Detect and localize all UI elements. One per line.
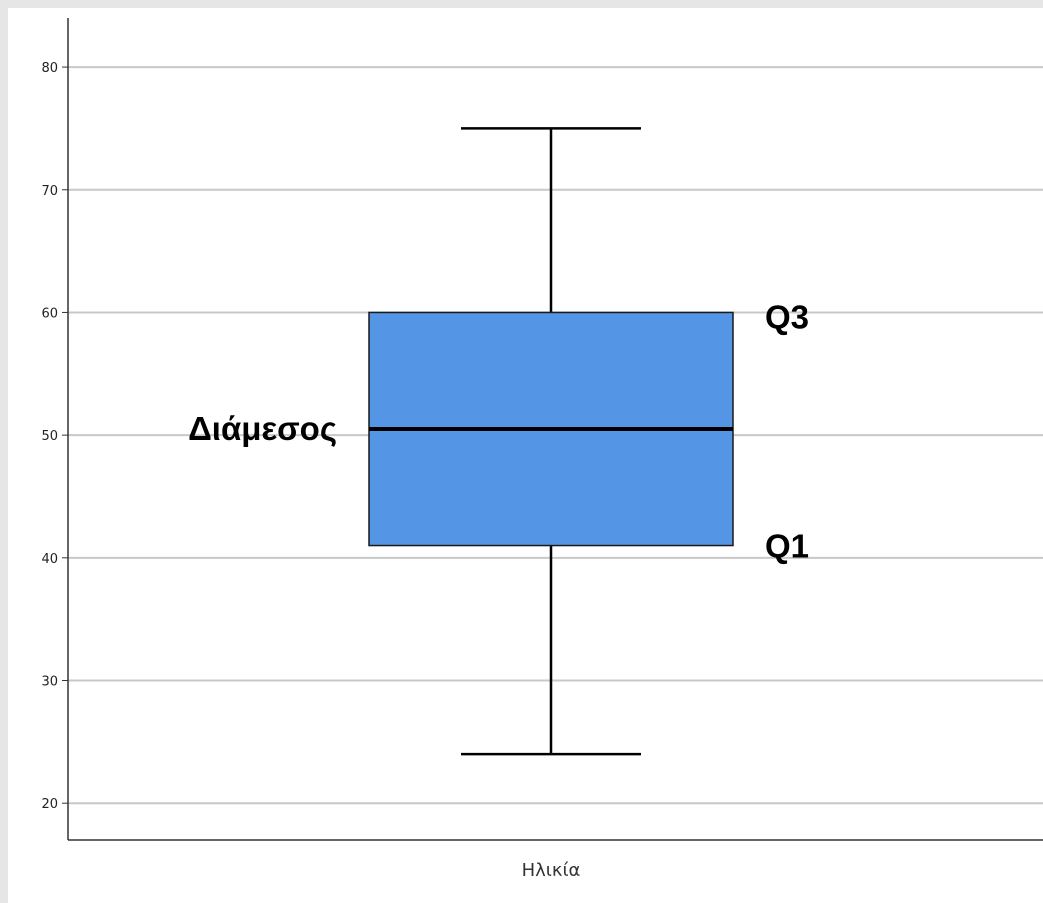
median-annotation: Διάμεσος (188, 410, 337, 447)
box-series (369, 128, 733, 754)
y-tick-labels: 20 30 40 50 60 70 80 (41, 61, 68, 812)
y-tick-label-60: 60 (41, 306, 58, 321)
y-tick-label-20: 20 (41, 797, 58, 812)
q3-annotation: Q3 (765, 298, 809, 335)
y-tick-label-70: 70 (41, 184, 58, 199)
q1-annotation: Q1 (765, 528, 809, 565)
y-tick-label-40: 40 (41, 552, 58, 567)
y-tick-label-80: 80 (41, 61, 58, 76)
chart-panel: 20 30 40 50 60 70 80 Q3 Διάμεσος Q1 Ηλικία (8, 8, 1043, 903)
y-tick-label-50: 50 (41, 429, 58, 444)
box-plot: 20 30 40 50 60 70 80 Q3 Διάμεσος Q1 Ηλικία (8, 8, 1043, 903)
x-category-label: Ηλικία (522, 860, 581, 881)
y-tick-label-30: 30 (41, 675, 58, 690)
